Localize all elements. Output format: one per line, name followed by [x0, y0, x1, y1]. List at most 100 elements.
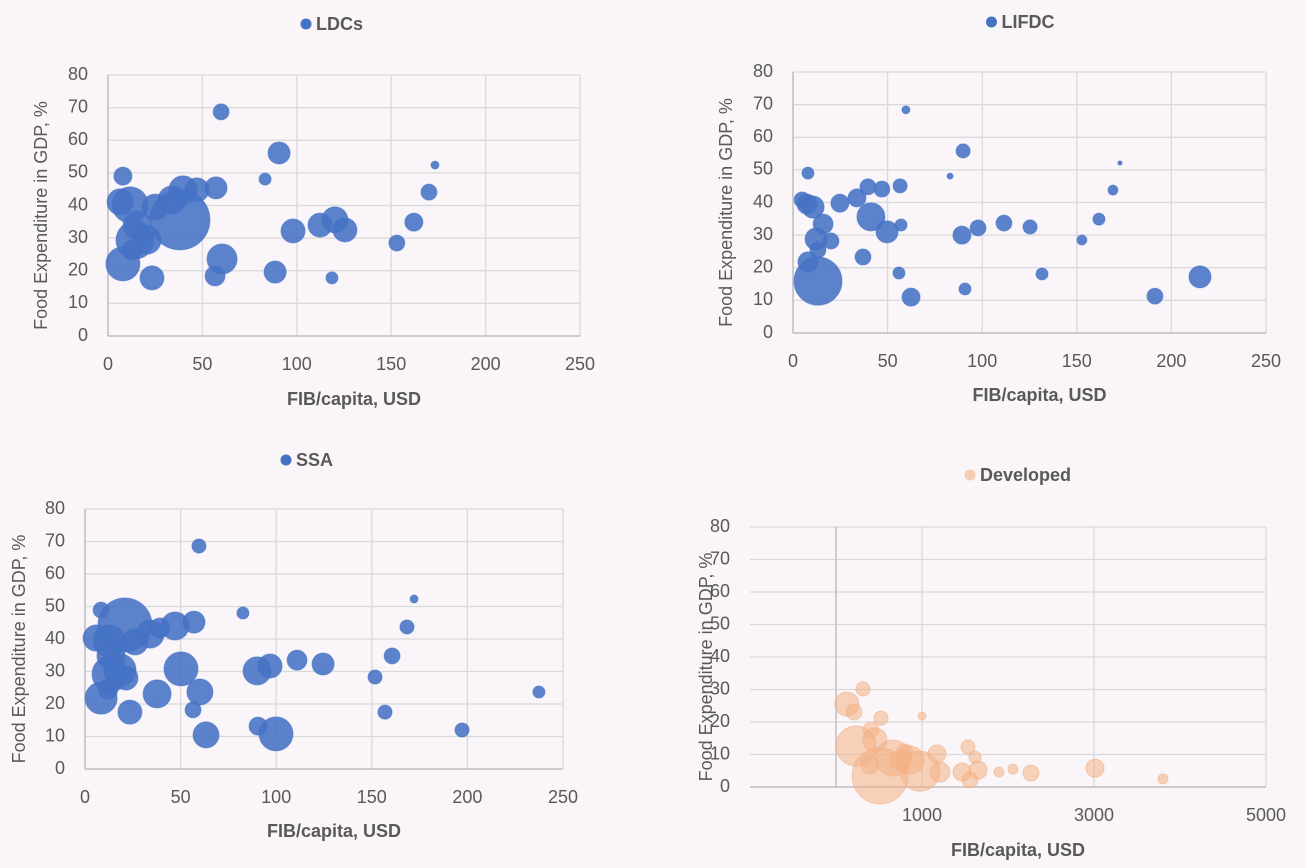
bubble [532, 685, 546, 699]
bubble [286, 649, 308, 671]
bubble [325, 271, 339, 285]
legend-marker [280, 454, 292, 466]
x-tick-label: 100 [282, 354, 312, 374]
y-tick-label: 30 [753, 224, 773, 244]
bubble [793, 256, 843, 306]
bubble [1085, 758, 1105, 778]
bubble [258, 172, 272, 186]
bubble [961, 771, 979, 789]
bubble [383, 647, 401, 665]
bubble [142, 679, 172, 709]
bubble [1022, 764, 1040, 782]
y-axis-label: Food Expenditure in GDP, % [716, 98, 736, 327]
bubble [854, 248, 872, 266]
y-tick-label: 70 [68, 96, 88, 116]
bubble [263, 260, 287, 284]
bubble [430, 160, 440, 170]
y-axis-label: Food Expenditure in GDP, % [31, 101, 51, 330]
x-tick-label: 50 [192, 354, 212, 374]
bubble [901, 105, 911, 115]
y-tick-label: 0 [720, 776, 730, 796]
bubble [873, 180, 891, 198]
y-tick-label: 60 [710, 581, 730, 601]
x-tick-label: 200 [452, 787, 482, 807]
bubble [892, 178, 908, 194]
y-tick-label: 30 [68, 227, 88, 247]
x-tick-label: 3000 [1074, 805, 1114, 825]
bubble [1157, 773, 1169, 785]
x-tick-label: 250 [1251, 351, 1281, 371]
bubble [847, 188, 867, 208]
x-tick-label: 0 [80, 787, 90, 807]
x-tick-label: 5000 [1246, 805, 1286, 825]
y-tick-label: 50 [753, 159, 773, 179]
bubble [875, 220, 899, 244]
y-tick-label: 10 [710, 743, 730, 763]
bubble [113, 166, 133, 186]
bubble [149, 617, 171, 639]
x-tick-label: 150 [357, 787, 387, 807]
bubble [1022, 219, 1038, 235]
legend-marker [986, 16, 997, 28]
bubble [929, 761, 951, 783]
legend-label: LIFDC [1002, 12, 1055, 32]
bubble [163, 651, 199, 687]
y-tick-label: 20 [68, 260, 88, 280]
y-tick-label: 20 [45, 693, 65, 713]
bubble [1117, 160, 1123, 166]
y-tick-label: 80 [68, 64, 88, 84]
bubble [801, 166, 815, 180]
bubble [399, 619, 415, 635]
bubble [388, 234, 406, 252]
y-tick-label: 80 [710, 516, 730, 536]
y-tick-label: 0 [78, 325, 88, 345]
bubble [1146, 287, 1164, 305]
bubble [212, 103, 230, 121]
bubble [420, 183, 438, 201]
x-tick-label: 0 [103, 354, 113, 374]
y-axis-label: Food Expenditure in GDP, % [696, 553, 716, 782]
bubble [311, 652, 335, 676]
bubble [103, 653, 137, 687]
bubble [1076, 234, 1088, 246]
x-tick-label: 50 [171, 787, 191, 807]
x-tick-label: 150 [376, 354, 406, 374]
legend-label: SSA [296, 450, 333, 470]
bubble [192, 721, 220, 749]
y-tick-label: 50 [68, 162, 88, 182]
y-tick-label: 0 [55, 758, 65, 778]
x-tick-label: 200 [471, 354, 501, 374]
x-tick-label: 100 [967, 351, 997, 371]
bubble [1007, 763, 1019, 775]
bubble [927, 744, 947, 764]
x-tick-label: 1000 [902, 805, 942, 825]
y-tick-label: 40 [45, 628, 65, 648]
x-tick-label: 150 [1062, 351, 1092, 371]
bubble [955, 143, 971, 159]
bubble [258, 716, 294, 752]
bubble-chart: 0 10 20 30 40 50 60 70 80 0 50 100 150 200 250 FIB/capi… [31, 14, 595, 409]
bubble [860, 755, 880, 775]
bubble [139, 265, 165, 291]
bubble [204, 176, 228, 200]
bubble [409, 594, 419, 604]
x-tick-label: 0 [788, 351, 798, 371]
legend-label: LDCs [316, 14, 363, 34]
bubble [236, 606, 250, 620]
x-axis-label: FIB/capita, USD [267, 821, 401, 841]
y-tick-label: 60 [68, 129, 88, 149]
bubble [1188, 265, 1212, 289]
bubble [952, 225, 972, 245]
y-tick-label: 10 [45, 725, 65, 745]
bubble [84, 681, 118, 715]
bubble [960, 739, 976, 755]
y-tick-label: 0 [763, 322, 773, 342]
x-axis-label: FIB/capita, USD [972, 385, 1106, 405]
bubble [1092, 212, 1106, 226]
bubble [855, 681, 871, 697]
bubble [367, 669, 383, 685]
bubble-chart: 0 10 20 30 40 50 60 70 80 1000 3000 5000 FIB/capita,… [696, 465, 1286, 860]
bubble [242, 656, 272, 686]
bubble [182, 610, 206, 634]
